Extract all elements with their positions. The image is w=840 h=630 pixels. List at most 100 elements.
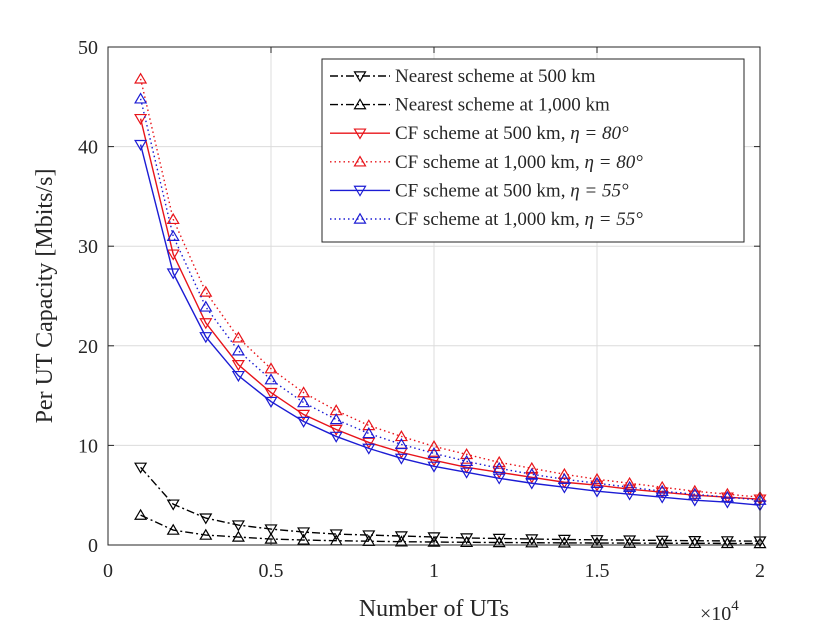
data-point-marker xyxy=(231,520,245,532)
data-point-marker xyxy=(134,72,148,84)
data-point-marker xyxy=(525,478,539,490)
data-point-marker xyxy=(557,534,571,546)
y-tick-label: 30 xyxy=(78,236,98,258)
data-point-marker xyxy=(427,455,441,467)
data-point-marker xyxy=(492,536,506,548)
legend-marker xyxy=(353,212,367,224)
legend: Nearest scheme at 500 km Nearest scheme a… xyxy=(321,58,745,243)
data-point-marker xyxy=(525,536,539,548)
data-point-marker xyxy=(623,480,637,492)
data-point-marker xyxy=(557,536,571,548)
data-point-marker xyxy=(166,249,180,261)
x-tick-label: 1 xyxy=(429,560,439,582)
x-tick-label: 1.5 xyxy=(585,560,610,582)
legend-entry-1: Nearest scheme at 1,000 km xyxy=(330,95,610,116)
data-point-marker xyxy=(394,453,408,465)
data-point-marker xyxy=(590,536,604,548)
data-point-marker xyxy=(427,535,441,547)
legend-label: CF scheme at 1,000 km, η = 80° xyxy=(395,152,643,173)
legend-entry-5: CF scheme at 1,000 km, η = 55° xyxy=(330,209,643,230)
data-point-marker xyxy=(623,535,637,547)
x-tick-label: 2 xyxy=(755,560,765,582)
data-point-marker xyxy=(134,462,148,474)
data-point-marker xyxy=(753,537,767,549)
data-point-marker xyxy=(329,529,343,541)
data-point-marker xyxy=(590,480,604,492)
x-axis-label: Number of UTs xyxy=(359,596,509,622)
legend-label: Nearest scheme at 500 km xyxy=(395,66,596,87)
data-point-marker xyxy=(199,285,213,297)
data-point-marker xyxy=(329,413,343,425)
data-point-marker xyxy=(264,362,278,374)
series-3 xyxy=(134,72,767,502)
series-4 xyxy=(134,139,767,512)
data-point-marker xyxy=(655,484,669,496)
data-point-marker xyxy=(199,300,213,312)
data-point-marker xyxy=(492,533,506,545)
data-point-marker xyxy=(199,513,213,525)
y-tick-label: 20 xyxy=(78,336,98,358)
data-point-marker xyxy=(460,447,474,460)
data-point-marker xyxy=(231,344,245,356)
data-point-marker xyxy=(460,467,474,479)
data-point-marker xyxy=(460,535,474,548)
legend-marker xyxy=(353,71,367,83)
x-multiplier-base: ×10 xyxy=(700,603,731,625)
data-point-marker xyxy=(264,524,278,536)
data-point-marker xyxy=(623,476,637,488)
data-point-marker xyxy=(688,536,702,549)
data-point-marker xyxy=(623,536,637,548)
data-point-marker xyxy=(362,419,376,431)
legend-box xyxy=(321,58,745,243)
y-axis-label: Per UT Capacity [Mbits/s] xyxy=(32,169,58,424)
data-point-marker xyxy=(199,528,213,540)
data-point-marker xyxy=(427,532,441,544)
data-point-marker xyxy=(362,427,376,439)
data-point-marker xyxy=(427,446,441,459)
data-point-marker xyxy=(329,424,343,436)
data-point-marker xyxy=(492,455,506,468)
legend-label: CF scheme at 500 km, η = 55° xyxy=(395,180,629,201)
y-tick-label: 10 xyxy=(78,435,98,457)
data-point-marker xyxy=(427,461,441,473)
x-tick-label: 0.5 xyxy=(259,560,284,582)
data-point-marker xyxy=(134,113,148,126)
data-point-marker xyxy=(688,535,702,548)
data-point-marker xyxy=(231,359,245,372)
data-point-marker xyxy=(362,530,376,542)
data-point-marker xyxy=(688,487,702,499)
data-point-marker xyxy=(297,409,311,421)
data-point-marker xyxy=(297,527,311,539)
data-point-marker xyxy=(231,370,245,383)
legend-label: CF scheme at 1,000 km, η = 55° xyxy=(395,209,643,230)
data-point-marker xyxy=(166,268,180,280)
data-point-marker xyxy=(557,472,571,484)
data-point-marker xyxy=(492,473,506,485)
data-point-marker xyxy=(166,212,180,225)
legend-marker xyxy=(353,128,367,140)
x-tick-label: 0 xyxy=(103,560,113,582)
legend-label: CF scheme at 500 km, η = 80° xyxy=(395,123,629,144)
data-point-marker xyxy=(720,497,734,509)
series-line xyxy=(139,98,761,501)
y-tick-label: 50 xyxy=(78,37,98,59)
data-point-marker xyxy=(460,454,474,467)
data-point-marker xyxy=(492,461,506,474)
data-point-marker xyxy=(590,472,604,484)
data-point-marker xyxy=(590,535,604,547)
data-point-marker xyxy=(525,467,539,480)
legend-label: Nearest scheme at 1,000 km xyxy=(395,95,610,116)
data-point-marker xyxy=(590,476,604,488)
x-multiplier-exponent: 4 xyxy=(731,598,739,614)
data-point-marker xyxy=(297,533,311,545)
legend-marker xyxy=(353,155,367,167)
legend-entry-2: CF scheme at 500 km, η = 80° xyxy=(330,123,629,144)
series-layer xyxy=(134,72,767,549)
data-point-marker xyxy=(394,531,408,543)
legend-marker xyxy=(353,98,367,110)
data-point-marker xyxy=(525,461,539,474)
data-point-marker xyxy=(134,508,148,520)
data-point-marker xyxy=(166,523,180,535)
data-point-marker xyxy=(297,416,311,428)
